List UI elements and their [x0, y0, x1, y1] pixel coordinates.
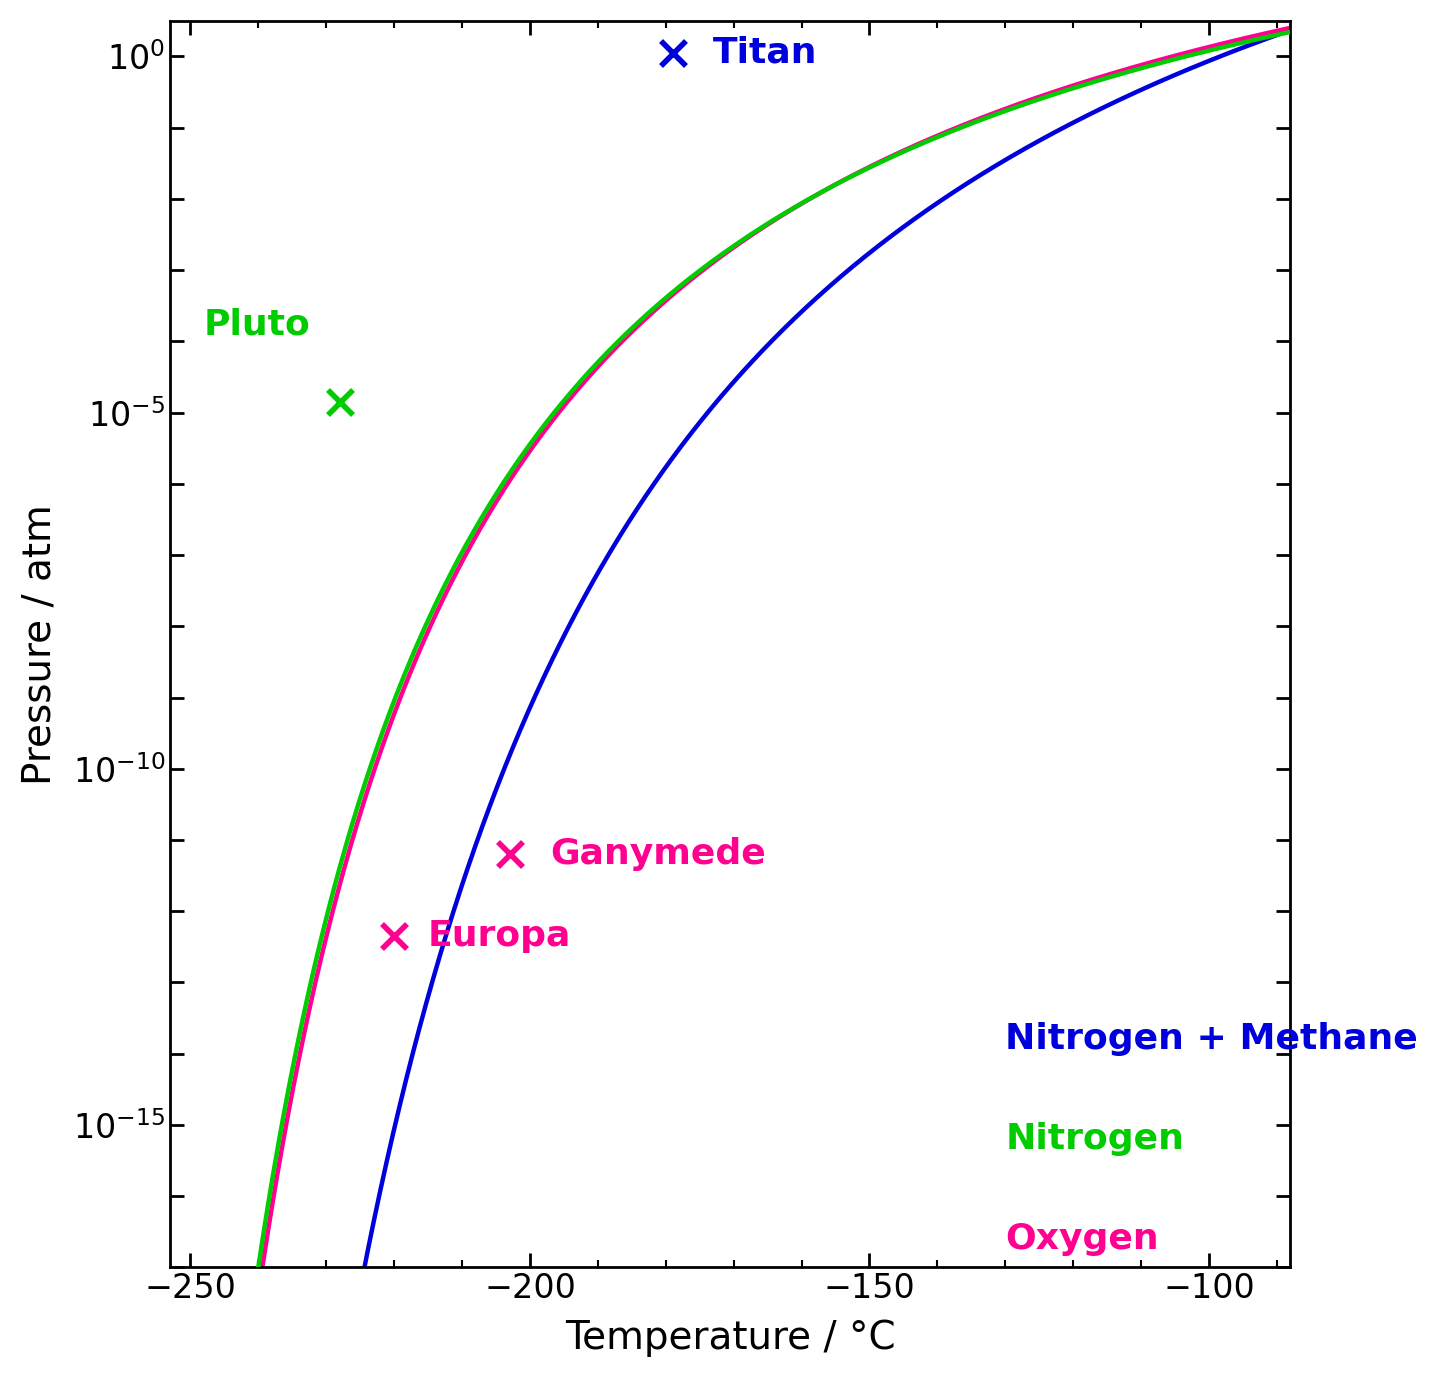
- Y-axis label: Pressure / atm: Pressure / atm: [20, 504, 59, 784]
- Text: Oxygen: Oxygen: [1005, 1222, 1159, 1255]
- Text: Ganymede: Ganymede: [550, 838, 766, 871]
- Text: Nitrogen + Methane: Nitrogen + Methane: [1005, 1022, 1418, 1057]
- Text: Nitrogen: Nitrogen: [1005, 1122, 1184, 1156]
- Text: Europa: Europa: [428, 919, 572, 954]
- Text: Pluto: Pluto: [204, 307, 311, 342]
- Text: Titan: Titan: [713, 36, 818, 70]
- X-axis label: Temperature / °C: Temperature / °C: [564, 1319, 896, 1357]
